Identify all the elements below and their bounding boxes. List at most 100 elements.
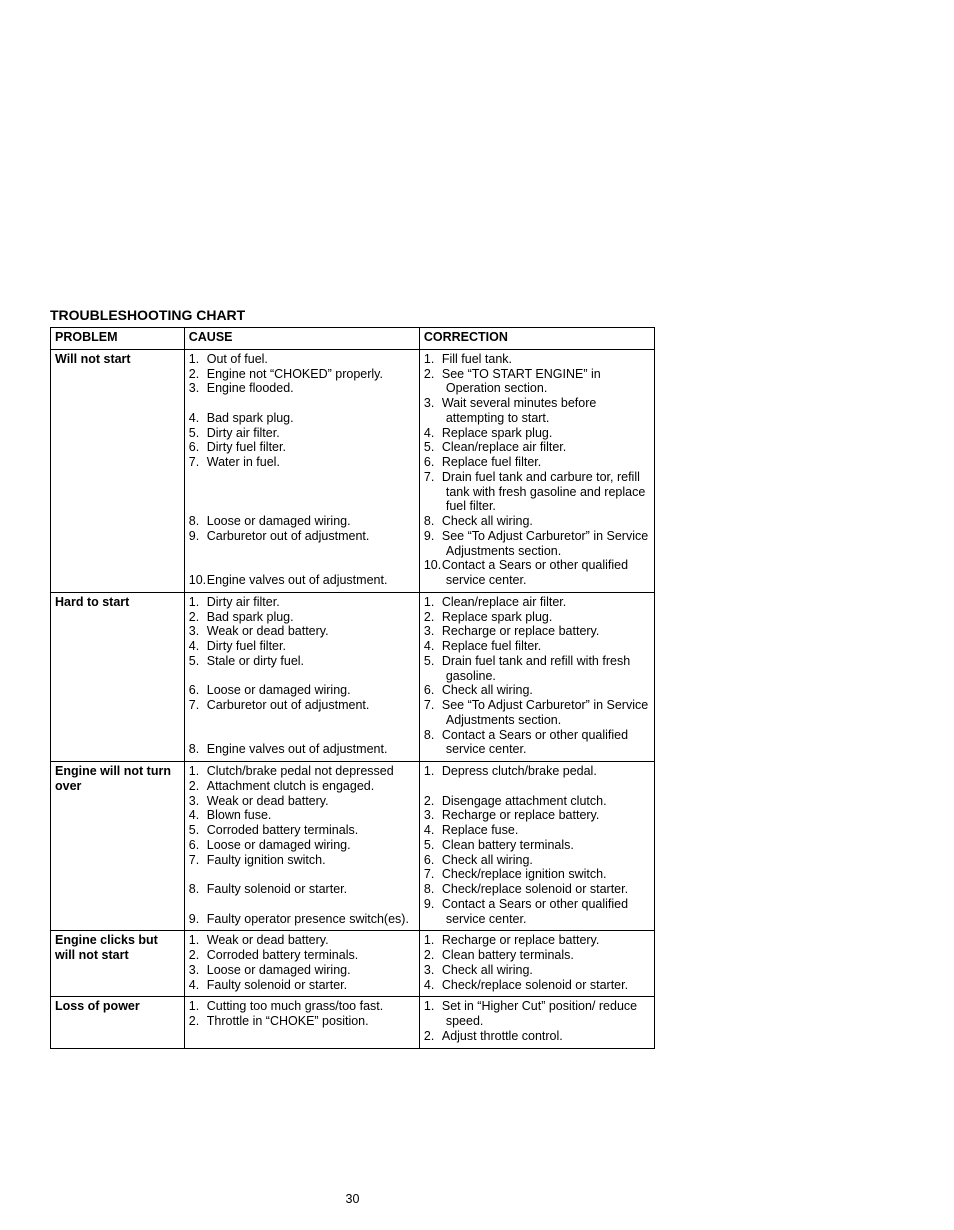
problem-cell: Hard to start: [51, 592, 185, 761]
list-item: Attachment clutch is engaged.: [189, 779, 415, 794]
list-item: See “TO START ENGINE” in Operation secti…: [424, 367, 650, 397]
list-item: Clean battery terminals.: [424, 838, 650, 853]
header-problem: PROBLEM: [51, 328, 185, 350]
list-item: See “To Adjust Carburetor” in Service Ad…: [424, 698, 650, 728]
list-item: Loose or damaged wiring.: [189, 683, 415, 698]
list-item: Dirty air filter.: [189, 426, 415, 441]
list-item: Replace fuse.: [424, 823, 650, 838]
list-item: Weak or dead battery.: [189, 933, 415, 948]
list-item: Replace spark plug.: [424, 426, 650, 441]
chart-title: TROUBLESHOOTING CHART: [50, 307, 655, 323]
cause-list: Cutting too much grass/too fast.Throttle…: [189, 999, 415, 1029]
correction-cell: Depress clutch/brake pedal. Disengage at…: [419, 762, 654, 931]
list-item: Dirty fuel filter.: [189, 440, 415, 455]
cause-list: Clutch/brake pedal not depressedAttachme…: [189, 764, 415, 926]
correction-list: Clean/replace air filter.Replace spark p…: [424, 595, 650, 757]
cause-list: Out of fuel.Engine not “CHOKED” properly…: [189, 352, 415, 588]
list-item: Disengage attachment clutch.: [424, 794, 650, 809]
correction-list: Depress clutch/brake pedal. Disengage at…: [424, 764, 650, 926]
list-item: Faulty operator presence switch(es).: [189, 912, 415, 927]
correction-cell: Clean/replace air filter.Replace spark p…: [419, 592, 654, 761]
table-header-row: PROBLEM CAUSE CORRECTION: [51, 328, 655, 350]
list-item: Out of fuel.: [189, 352, 415, 367]
list-item: Engine valves out of adjustment.: [189, 573, 415, 588]
list-item: Bad spark plug.: [189, 610, 415, 625]
cause-cell: Weak or dead battery.Corroded battery te…: [184, 931, 419, 997]
correction-cell: Fill fuel tank.See “TO START ENGINE” in …: [419, 349, 654, 592]
correction-list: Fill fuel tank.See “TO START ENGINE” in …: [424, 352, 650, 588]
cause-cell: Cutting too much grass/too fast.Throttle…: [184, 997, 419, 1048]
list-item: Faulty solenoid or starter.: [189, 978, 415, 993]
list-item: Carburetor out of adjustment.: [189, 529, 415, 573]
list-item: Recharge or replace battery.: [424, 624, 650, 639]
content-area: TROUBLESHOOTING CHART PROBLEM CAUSE CORR…: [50, 307, 655, 1049]
list-item: Weak or dead battery.: [189, 624, 415, 639]
correction-list: Set in “Higher Cut” position/ reduce spe…: [424, 999, 650, 1043]
list-item: Clutch/brake pedal not depressed: [189, 764, 415, 779]
list-item: Drain fuel tank and carbure tor, refill …: [424, 470, 650, 514]
list-item: Check all wiring.: [424, 853, 650, 868]
list-item: Recharge or replace battery.: [424, 933, 650, 948]
list-item: Blown fuse.: [189, 808, 415, 823]
troubleshooting-table: PROBLEM CAUSE CORRECTION Will not startO…: [50, 327, 655, 1049]
list-item: Loose or damaged wiring.: [189, 838, 415, 853]
list-item: Corroded battery terminals.: [189, 823, 415, 838]
header-cause: CAUSE: [184, 328, 419, 350]
list-item: Contact a Sears or other qualified servi…: [424, 897, 650, 927]
list-item: Carburetor out of adjustment.: [189, 698, 415, 742]
list-item: Faulty ignition switch.: [189, 853, 415, 883]
list-item: Drain fuel tank and refill with fresh ga…: [424, 654, 650, 684]
cause-cell: Clutch/brake pedal not depressedAttachme…: [184, 762, 419, 931]
list-item: Cutting too much grass/too fast.: [189, 999, 415, 1014]
list-item: Water in fuel.: [189, 455, 415, 514]
list-item: Contact a Sears or other qualified servi…: [424, 728, 650, 758]
list-item: Dirty air filter.: [189, 595, 415, 610]
page-number: 30: [50, 1192, 655, 1206]
list-item: Depress clutch/brake pedal.: [424, 764, 650, 794]
correction-list: Recharge or replace battery.Clean batter…: [424, 933, 650, 992]
list-item: See “To Adjust Carburetor” in Service Ad…: [424, 529, 650, 559]
list-item: Wait several minutes before attempting t…: [424, 396, 650, 426]
list-item: Bad spark plug.: [189, 411, 415, 426]
problem-cell: Will not start: [51, 349, 185, 592]
list-item: Check/replace solenoid or starter.: [424, 978, 650, 993]
table-row: Will not startOut of fuel.Engine not “CH…: [51, 349, 655, 592]
list-item: Set in “Higher Cut” position/ reduce spe…: [424, 999, 650, 1029]
list-item: Check all wiring.: [424, 683, 650, 698]
table-row: Loss of powerCutting too much grass/too …: [51, 997, 655, 1048]
header-correction: CORRECTION: [419, 328, 654, 350]
list-item: Clean/replace air filter.: [424, 440, 650, 455]
problem-cell: Engine clicks but will not start: [51, 931, 185, 997]
list-item: Faulty solenoid or starter.: [189, 882, 415, 912]
table-row: Engine will not turn overClutch/brake pe…: [51, 762, 655, 931]
list-item: Engine not “CHOKED” properly.: [189, 367, 415, 382]
table-row: Engine clicks but will not startWeak or …: [51, 931, 655, 997]
list-item: Loose or damaged wiring.: [189, 963, 415, 978]
list-item: Replace spark plug.: [424, 610, 650, 625]
list-item: Stale or dirty fuel.: [189, 654, 415, 684]
list-item: Weak or dead battery.: [189, 794, 415, 809]
list-item: Clean battery terminals.: [424, 948, 650, 963]
problem-cell: Loss of power: [51, 997, 185, 1048]
cause-list: Dirty air filter.Bad spark plug.Weak or …: [189, 595, 415, 757]
list-item: Replace fuel filter.: [424, 639, 650, 654]
list-item: Adjust throttle control.: [424, 1029, 650, 1044]
list-item: Clean/replace air filter.: [424, 595, 650, 610]
list-item: Check/replace ignition switch.: [424, 867, 650, 882]
list-item: Contact a Sears or other qualified servi…: [424, 558, 650, 588]
list-item: Loose or damaged wiring.: [189, 514, 415, 529]
problem-cell: Engine will not turn over: [51, 762, 185, 931]
correction-cell: Set in “Higher Cut” position/ reduce spe…: [419, 997, 654, 1048]
list-item: Throttle in “CHOKE” position.: [189, 1014, 415, 1029]
cause-list: Weak or dead battery.Corroded battery te…: [189, 933, 415, 992]
list-item: Dirty fuel filter.: [189, 639, 415, 654]
list-item: Engine flooded.: [189, 381, 415, 411]
cause-cell: Dirty air filter.Bad spark plug.Weak or …: [184, 592, 419, 761]
list-item: Corroded battery terminals.: [189, 948, 415, 963]
list-item: Check all wiring.: [424, 963, 650, 978]
cause-cell: Out of fuel.Engine not “CHOKED” properly…: [184, 349, 419, 592]
table-row: Hard to startDirty air filter.Bad spark …: [51, 592, 655, 761]
list-item: Check all wiring.: [424, 514, 650, 529]
list-item: Engine valves out of adjustment.: [189, 742, 415, 757]
list-item: Replace fuel filter.: [424, 455, 650, 470]
